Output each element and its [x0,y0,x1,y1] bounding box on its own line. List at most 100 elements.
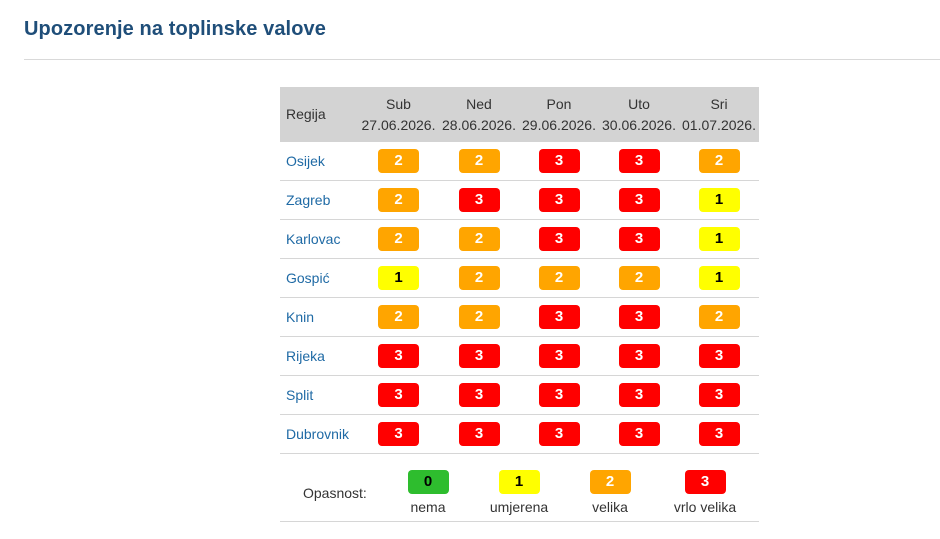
day-name: Ned [466,95,492,112]
warning-level-badge: 3 [698,344,740,368]
legend-item-moderate: 1 umjerena [474,470,564,515]
legend-level-badge: 3 [684,470,726,494]
warning-cell: 3 [599,297,679,337]
warning-cell: 3 [599,142,679,181]
warning-level-badge: 3 [538,149,580,173]
warning-level-badge: 2 [458,149,500,173]
table-row: Karlovac 2 2 3 3 1 [280,219,759,259]
warning-level-badge: 3 [378,422,419,446]
warning-level-badge: 3 [618,227,660,251]
legend-level-badge: 0 [407,470,449,494]
warning-level-badge: 2 [378,188,419,212]
warning-level-badge: 2 [458,227,500,251]
region-column-header: Regija [280,87,358,142]
warning-cell: 3 [439,414,519,454]
table-row: Split 3 3 3 3 3 [280,375,759,415]
table-row: Gospić 1 2 2 2 1 [280,258,759,298]
table-row: Rijeka 3 3 3 3 3 [280,336,759,376]
warning-cell: 3 [439,375,519,415]
warning-cell: 2 [679,142,759,181]
day-date: 30.06.2026. [602,116,676,133]
warning-cell: 3 [679,414,759,454]
warning-cell: 3 [519,180,599,220]
warning-level-badge: 1 [698,227,740,251]
day-column-header: Pon 29.06.2026. [519,87,599,142]
legend-level-badge: 2 [589,470,631,494]
warning-level-badge: 2 [378,149,419,173]
day-name: Uto [628,95,650,112]
warning-level-badge: 3 [378,383,419,407]
warning-cell: 2 [358,297,439,337]
warning-cell: 3 [519,142,599,181]
warning-level-badge: 3 [538,344,580,368]
table-header-row: Regija Sub 27.06.2026. Ned 28.06.2026. Pon… [280,87,759,142]
warning-level-badge: 3 [618,188,660,212]
warning-cell: 2 [599,258,679,298]
warning-level-badge: 1 [378,266,419,290]
warning-cell: 3 [519,219,599,259]
warning-cell: 2 [439,219,519,259]
warning-cell: 2 [519,258,599,298]
warning-level-badge: 2 [538,266,580,290]
warning-level-badge: 2 [458,266,500,290]
warning-cell: 3 [358,336,439,376]
warning-cell: 2 [679,297,759,337]
region-link-dubrovnik[interactable]: Dubrovnik [280,414,358,454]
warning-cell: 3 [358,414,439,454]
legend-item-text: nema [410,499,446,515]
day-date: 01.07.2026. [682,116,756,133]
region-link-split[interactable]: Split [280,375,358,415]
warning-cell: 2 [358,180,439,220]
day-name: Sub [386,95,411,112]
warning-cell: 3 [519,414,599,454]
warning-level-badge: 2 [698,149,740,173]
region-link-rijeka[interactable]: Rijeka [280,336,358,376]
warning-level-badge: 3 [538,305,580,329]
warning-cell: 3 [679,336,759,376]
table-row: Osijek 2 2 3 3 2 [280,142,759,181]
warning-level-badge: 2 [698,305,740,329]
warning-level-badge: 3 [458,422,500,446]
warning-cell: 3 [599,219,679,259]
warning-cell: 3 [519,297,599,337]
region-link-zagreb[interactable]: Zagreb [280,180,358,220]
warning-level-badge: 1 [698,266,740,290]
warning-cell: 3 [599,336,679,376]
day-name: Pon [546,95,572,112]
warning-cell: 1 [679,219,759,259]
warning-level-badge: 2 [618,266,660,290]
legend-label: Opasnost: [303,485,367,501]
warning-cell: 2 [439,142,519,181]
region-link-osijek[interactable]: Osijek [280,142,358,181]
region-link-karlovac[interactable]: Karlovac [280,219,358,259]
legend-item-high: 2 velika [565,470,655,515]
table-row: Dubrovnik 3 3 3 3 3 [280,414,759,454]
warning-cell: 1 [358,258,439,298]
warning-cell: 2 [358,142,439,181]
warning-cell: 3 [679,375,759,415]
day-column-header: Uto 30.06.2026. [599,87,679,142]
page-title: Upozorenje na toplinske valove [24,18,326,40]
warning-cell: 3 [599,375,679,415]
day-name: Sri [710,95,728,112]
warning-cell: 3 [599,414,679,454]
warning-level-badge: 2 [458,305,500,329]
day-date: 27.06.2026. [361,116,436,133]
warning-level-badge: 3 [538,227,580,251]
legend-item-text: vrlo velika [673,499,737,515]
legend-item-text: umjerena [489,499,549,515]
warning-cell: 3 [358,375,439,415]
table-row: Zagreb 2 3 3 3 1 [280,180,759,220]
warning-level-badge: 3 [458,188,500,212]
warning-level-badge: 2 [378,305,419,329]
warning-level-badge: 3 [618,344,660,368]
warning-cell: 2 [358,219,439,259]
warning-level-badge: 3 [618,422,660,446]
warning-level-badge: 3 [698,422,740,446]
region-link-gospic[interactable]: Gospić [280,258,358,298]
warning-cell: 2 [439,297,519,337]
warning-cell: 3 [599,180,679,220]
warning-cell: 3 [519,336,599,376]
region-link-knin[interactable]: Knin [280,297,358,337]
warning-level-badge: 3 [458,383,500,407]
